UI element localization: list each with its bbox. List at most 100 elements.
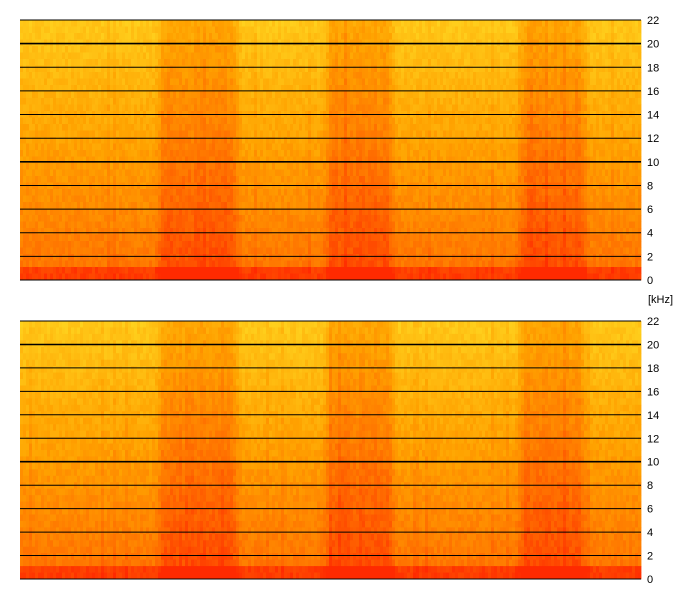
heatmap-cell: [428, 104, 432, 112]
heatmap-cell: [341, 104, 345, 112]
heatmap-cell: [467, 52, 471, 60]
heatmap-cell: [32, 85, 36, 92]
heatmap-cell: [140, 130, 144, 138]
heatmap-cell: [290, 33, 294, 40]
heatmap-cell: [431, 130, 435, 138]
heatmap-cell: [224, 65, 228, 73]
heatmap-cell: [368, 65, 372, 73]
heatmap-cell: [527, 156, 531, 164]
heatmap-cell: [173, 52, 177, 60]
heatmap-cell: [440, 156, 444, 164]
heatmap-cell: [572, 150, 576, 157]
heatmap-cell: [578, 46, 582, 53]
heatmap-cell: [335, 117, 339, 125]
heatmap-cell: [398, 46, 402, 53]
heatmap-cell: [203, 104, 207, 112]
heatmap-cell: [233, 65, 237, 73]
heatmap-cell: [515, 52, 519, 60]
heatmap-cell: [410, 33, 414, 40]
heatmap-cell: [500, 52, 504, 60]
heatmap-cell: [245, 130, 249, 138]
heatmap-cell: [371, 104, 375, 112]
heatmap-cell: [179, 117, 183, 125]
heatmap-cell: [407, 104, 411, 112]
heatmap-cell: [317, 33, 321, 40]
heatmap-cell: [374, 65, 378, 73]
heatmap-cell: [230, 65, 234, 73]
heatmap-cell: [446, 143, 450, 151]
heatmap-cell: [566, 20, 570, 27]
heatmap-cell: [32, 137, 36, 144]
heatmap-cell: [185, 143, 189, 151]
heatmap-cell: [332, 91, 336, 99]
heatmap-cell: [209, 117, 213, 125]
heatmap-cell: [602, 137, 606, 144]
heatmap-cell: [89, 20, 93, 27]
heatmap-cell: [488, 46, 492, 53]
heatmap-cell: [149, 65, 153, 73]
heatmap-cell: [347, 137, 351, 144]
heatmap-cell: [41, 169, 45, 177]
heatmap-cell: [305, 98, 309, 105]
heatmap-cell: [527, 117, 531, 125]
heatmap-cell: [470, 65, 474, 73]
heatmap-cell: [113, 72, 117, 79]
heatmap-cell: [419, 65, 423, 73]
heatmap-cell: [305, 137, 309, 144]
heatmap-cell: [491, 124, 495, 131]
heatmap-cell: [23, 150, 27, 157]
heatmap-cell: [92, 72, 96, 79]
heatmap-cell: [122, 137, 126, 144]
heatmap-cell: [137, 65, 141, 73]
heatmap-cell: [413, 137, 417, 144]
heatmap-cell: [524, 33, 528, 40]
heatmap-cell: [77, 143, 81, 151]
heatmap-cell: [605, 72, 609, 79]
heatmap-cell: [218, 20, 222, 27]
heatmap-cell: [572, 130, 576, 138]
heatmap-cell: [209, 169, 213, 177]
heatmap-cell: [152, 104, 156, 112]
heatmap-cell: [437, 156, 441, 164]
heatmap-cell: [356, 98, 360, 105]
heatmap-cell: [86, 33, 90, 40]
heatmap-cell: [500, 130, 504, 138]
heatmap-cell: [401, 143, 405, 151]
heatmap-cell: [224, 169, 228, 177]
heatmap-cell: [362, 85, 366, 92]
heatmap-cell: [341, 124, 345, 131]
heatmap-cell: [278, 52, 282, 60]
heatmap-cell: [125, 78, 129, 86]
heatmap-cell: [500, 46, 504, 53]
heatmap-cell: [491, 156, 495, 164]
heatmap-cell: [233, 143, 237, 151]
heatmap-cell: [314, 59, 318, 66]
heatmap-cell: [557, 85, 561, 92]
heatmap-cell: [71, 20, 75, 27]
heatmap-cell: [608, 85, 612, 92]
heatmap-cell: [281, 169, 285, 177]
heatmap-cell: [242, 65, 246, 73]
heatmap-cell: [263, 124, 267, 131]
heatmap-cell: [560, 150, 564, 157]
heatmap-cell: [311, 104, 315, 112]
heatmap-cell: [191, 163, 195, 170]
heatmap-cell: [629, 98, 633, 105]
heatmap-cell: [164, 104, 168, 112]
heatmap-cell: [92, 20, 96, 27]
heatmap-cell: [221, 59, 225, 66]
heatmap-cell: [617, 117, 621, 125]
heatmap-cell: [110, 104, 114, 112]
heatmap-cell: [500, 98, 504, 105]
heatmap-cell: [92, 65, 96, 73]
heatmap-cell: [527, 104, 531, 112]
heatmap-cell: [623, 78, 627, 86]
heatmap-cell: [248, 156, 252, 164]
heatmap-cell: [257, 137, 261, 144]
heatmap-cell: [371, 130, 375, 138]
heatmap-cell: [128, 169, 132, 177]
heatmap-cell: [251, 150, 255, 157]
heatmap-cell: [335, 98, 339, 105]
heatmap-cell: [251, 46, 255, 53]
heatmap-cell: [59, 78, 63, 86]
